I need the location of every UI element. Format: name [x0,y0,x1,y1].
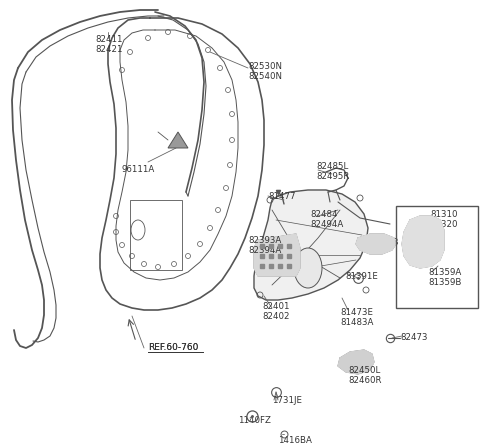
Text: 81473E
81483A: 81473E 81483A [340,308,373,327]
Bar [396,206,478,308]
Polygon shape [402,216,444,268]
Text: 82450L
82460R: 82450L 82460R [348,366,382,385]
Polygon shape [254,190,368,300]
Polygon shape [254,234,300,276]
Text: 1416BA: 1416BA [278,436,312,445]
Text: 82473: 82473 [400,333,428,342]
Text: 81371B: 81371B [365,238,398,247]
Text: 81359A
81359B: 81359A 81359B [428,268,461,288]
Text: REF.60-760: REF.60-760 [148,343,198,352]
Bar [130,200,182,270]
Polygon shape [356,234,396,254]
Polygon shape [338,350,374,374]
Text: 81310
81320: 81310 81320 [430,210,457,229]
Text: 82393A
82394A: 82393A 82394A [248,236,281,255]
Text: REF.60-760: REF.60-760 [148,343,198,352]
Text: 82484
82494A: 82484 82494A [310,210,343,229]
Text: 81391E: 81391E [345,272,378,281]
Text: 82485L
82495R: 82485L 82495R [316,162,349,181]
Text: 82530N
82540N: 82530N 82540N [248,62,282,82]
Text: 82401
82402: 82401 82402 [262,302,289,321]
Ellipse shape [294,248,322,288]
Polygon shape [168,132,188,148]
Text: 1140FZ: 1140FZ [238,416,271,425]
Text: 96111A: 96111A [121,165,155,174]
Text: 82411
82421: 82411 82421 [95,35,122,54]
Text: 81477: 81477 [268,192,296,201]
Text: 1731JE: 1731JE [272,396,302,405]
